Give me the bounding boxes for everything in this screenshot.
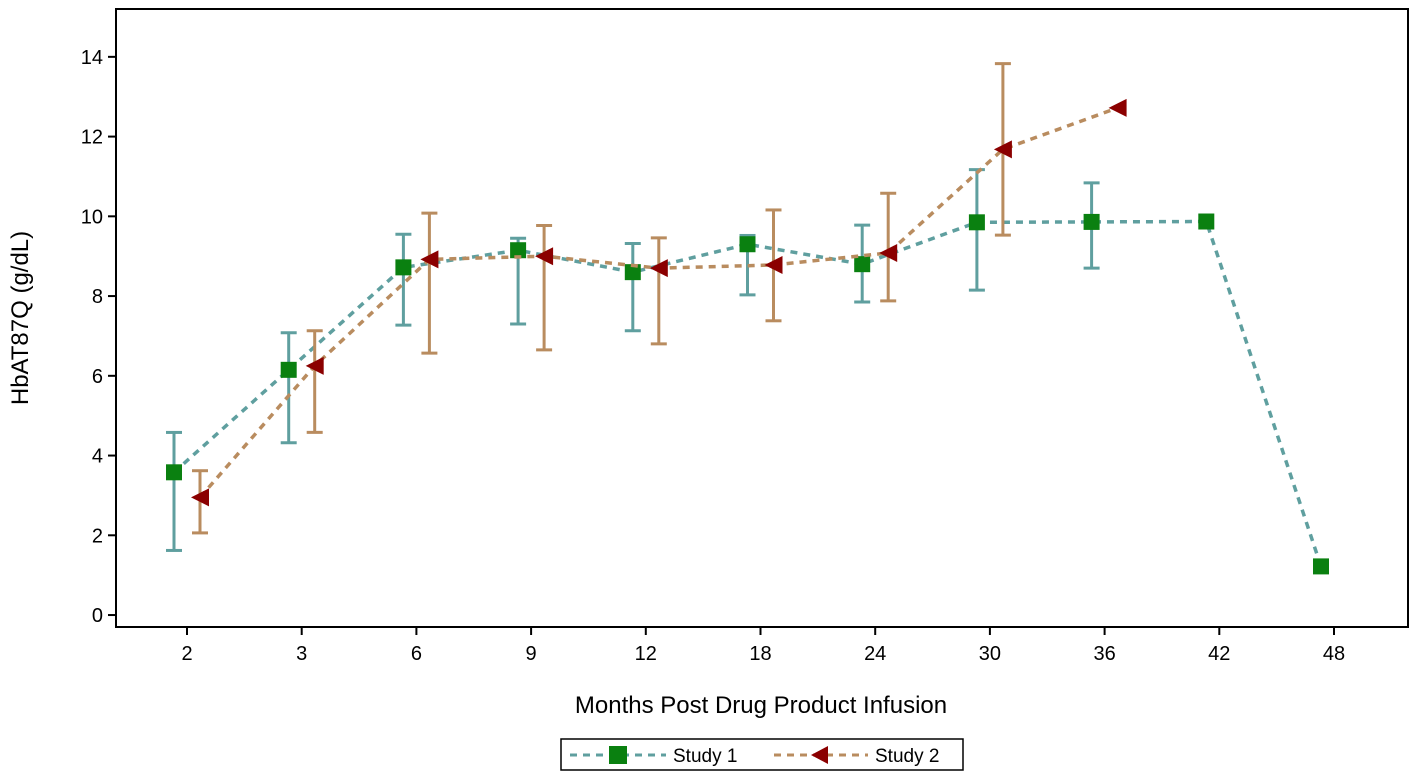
data-point — [1313, 558, 1329, 575]
data-point — [420, 250, 439, 269]
y-tick-label: 0 — [92, 605, 103, 627]
x-tick-label: 12 — [635, 643, 657, 665]
x-tick-label: 24 — [864, 643, 886, 665]
x-tick-label: 36 — [1093, 643, 1115, 665]
data-point — [624, 264, 641, 281]
data-point — [649, 259, 668, 278]
x-tick-label: 48 — [1323, 643, 1345, 665]
x-axis-title: Months Post Drug Product Infusion — [575, 692, 947, 719]
data-point — [739, 236, 756, 253]
data-point — [305, 356, 324, 375]
data-point — [968, 214, 985, 231]
data-point — [280, 361, 297, 378]
y-axis-title: HbAT87Q (g/dL) — [7, 231, 34, 405]
y-tick-label: 6 — [92, 366, 103, 388]
x-tick-label: 18 — [749, 643, 771, 665]
legend-marker-study-1 — [609, 746, 627, 764]
data-point — [1198, 213, 1215, 230]
x-tick-label: 9 — [526, 643, 537, 665]
legend-label-study-2: Study 2 — [875, 746, 939, 767]
y-tick-label: 2 — [92, 525, 103, 547]
data-point — [764, 255, 783, 274]
x-tick-label: 2 — [181, 643, 192, 665]
data-point — [395, 259, 412, 276]
y-tick-label: 14 — [81, 47, 103, 69]
data-point — [535, 247, 554, 266]
data-point — [854, 256, 871, 273]
y-tick-label: 4 — [92, 446, 103, 468]
y-tick-label: 10 — [81, 206, 103, 228]
y-tick-label: 8 — [92, 286, 103, 308]
plot-frame — [115, 8, 1409, 628]
x-tick-label: 30 — [979, 643, 1001, 665]
data-point — [993, 140, 1012, 159]
series-1 — [166, 168, 1329, 575]
data-point — [191, 488, 209, 507]
data-point — [1083, 213, 1100, 230]
x-tick-label: 3 — [296, 643, 307, 665]
legend-label-study-1: Study 1 — [673, 746, 737, 767]
x-tick-label: 42 — [1208, 643, 1230, 665]
data-point — [1108, 98, 1127, 117]
data-point — [166, 464, 182, 481]
legend: Study 1 Study 2 — [560, 738, 964, 771]
series-2 — [191, 62, 1127, 535]
x-tick-label: 6 — [411, 643, 422, 665]
legend-marker-study-2 — [811, 746, 828, 764]
y-tick-label: 12 — [81, 127, 103, 149]
plot-layer — [166, 62, 1329, 575]
data-point — [510, 242, 527, 259]
data-point — [879, 244, 898, 263]
